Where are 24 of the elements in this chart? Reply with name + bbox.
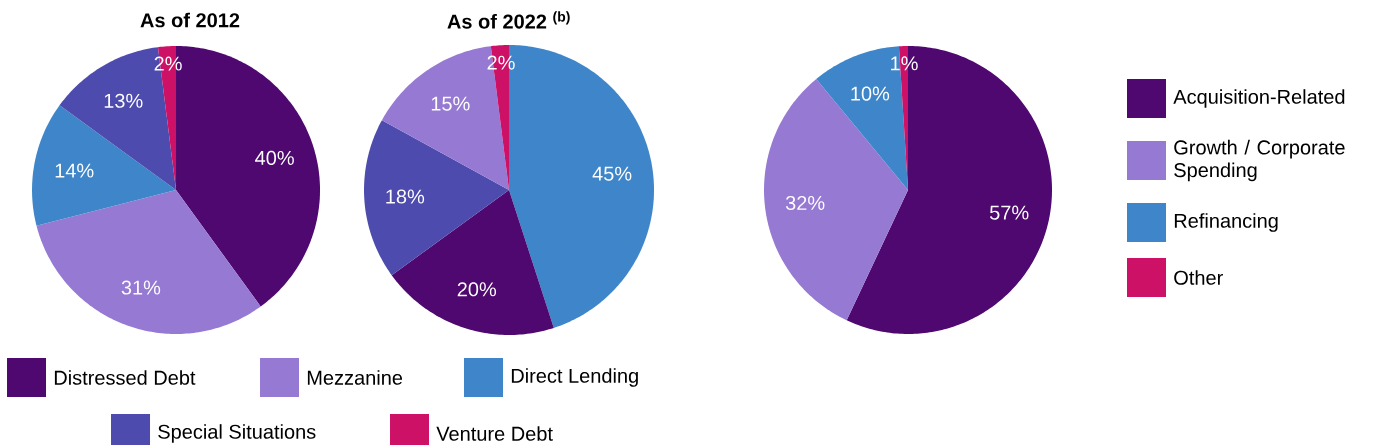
- legend-label: Direct Lending: [511, 368, 638, 387]
- data-label: 31%: [121, 280, 161, 295]
- legend-label: Refinancing: [1174, 213, 1278, 232]
- chart-title: As of 2012: [140, 12, 240, 28]
- legend-label: Growth / Corporate Spending: [1174, 139, 1345, 182]
- data-label: 32%: [785, 195, 825, 211]
- data-label: 10%: [851, 86, 890, 101]
- legend-label: Special Situations: [158, 424, 316, 443]
- data-label: 20%: [457, 282, 497, 297]
- legend-label: Acquisition-Related: [1173, 89, 1345, 108]
- data-label: 2%: [154, 56, 182, 71]
- data-label: 18%: [386, 189, 425, 204]
- data-label: 40%: [255, 150, 294, 166]
- data-label: 14%: [55, 163, 94, 178]
- data-label: 15%: [431, 96, 470, 111]
- data-label: 57%: [989, 205, 1029, 220]
- data-label: 1%: [891, 56, 918, 71]
- legend-label: Mezzanine: [307, 370, 403, 385]
- legend-label: Other: [1174, 270, 1223, 285]
- legend-label: Venture Debt: [436, 426, 553, 441]
- data-label: 13%: [104, 93, 143, 108]
- data-label: 45%: [592, 166, 632, 181]
- chart-title: As of 2022 $^{(b)}$: [447, 11, 570, 29]
- legend-label: Distressed Debt: [54, 370, 196, 385]
